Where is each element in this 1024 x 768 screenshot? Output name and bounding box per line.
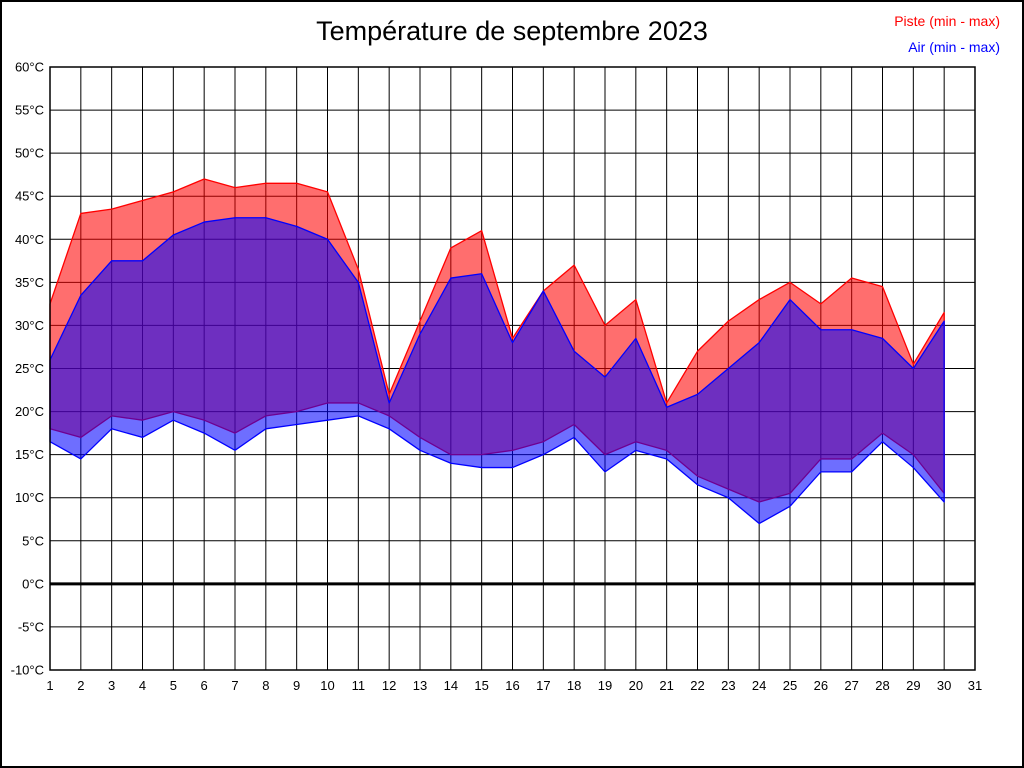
- y-tick-label: -10°C: [11, 663, 44, 678]
- x-tick-label: 29: [906, 678, 920, 693]
- y-tick-label: 60°C: [15, 60, 44, 75]
- x-tick-label: 9: [293, 678, 300, 693]
- y-tick-label: 45°C: [15, 189, 44, 204]
- x-tick-label: 17: [536, 678, 550, 693]
- x-tick-label: 13: [413, 678, 427, 693]
- x-tick-label: 30: [937, 678, 951, 693]
- x-tick-label: 20: [629, 678, 643, 693]
- chart-svg: 60°C55°C50°C45°C40°C35°C30°C25°C20°C15°C…: [0, 0, 1024, 768]
- y-tick-label: 40°C: [15, 232, 44, 247]
- x-tick-label: 22: [690, 678, 704, 693]
- y-tick-label: 55°C: [15, 103, 44, 118]
- y-axis-labels: 60°C 55°C 50°C 45°C 40°C 35°C 30°C 25°C 20°C 15°C…: [11, 60, 44, 678]
- x-tick-label: 7: [231, 678, 238, 693]
- x-tick-label: 8: [262, 678, 269, 693]
- x-tick-label: 5: [170, 678, 177, 693]
- air-band: [50, 218, 944, 524]
- x-tick-label: 3: [108, 678, 115, 693]
- legend: Piste (min - max) Air (min - max): [894, 8, 1000, 60]
- x-tick-label: 15: [474, 678, 488, 693]
- legend-item: Air (min - max): [894, 34, 1000, 60]
- x-tick-label: 11: [352, 678, 366, 693]
- x-tick-label: 14: [444, 678, 458, 693]
- y-tick-label: 10°C: [15, 490, 44, 505]
- y-tick-label: 30°C: [15, 318, 44, 333]
- x-tick-label: 25: [783, 678, 797, 693]
- x-tick-label: 16: [505, 678, 519, 693]
- x-tick-label: 27: [844, 678, 858, 693]
- x-tick-label: 1: [46, 678, 53, 693]
- y-tick-label: 0°C: [22, 576, 44, 591]
- x-tick-label: 12: [382, 678, 396, 693]
- x-tick-label: 2: [77, 678, 84, 693]
- legend-item: Piste (min - max): [894, 8, 1000, 34]
- x-tick-label: 28: [875, 678, 889, 693]
- y-tick-label: -5°C: [18, 619, 44, 634]
- x-tick-label: 6: [201, 678, 208, 693]
- x-tick-label: 21: [659, 678, 673, 693]
- x-tick-label: 31: [968, 678, 982, 693]
- x-tick-label: 19: [598, 678, 612, 693]
- y-tick-label: 5°C: [22, 533, 44, 548]
- x-tick-label: 10: [320, 678, 334, 693]
- y-tick-label: 15°C: [15, 447, 44, 462]
- x-tick-label: 24: [752, 678, 766, 693]
- x-tick-label: 26: [814, 678, 828, 693]
- x-tick-label: 23: [721, 678, 735, 693]
- y-tick-label: 25°C: [15, 361, 44, 376]
- chart-window: Température de septembre 2023 Piste (min…: [0, 0, 1024, 768]
- y-tick-label: 20°C: [15, 404, 44, 419]
- y-tick-label: 50°C: [15, 146, 44, 161]
- x-tick-label: 4: [139, 678, 146, 693]
- y-tick-label: 35°C: [15, 275, 44, 290]
- x-tick-label: 18: [567, 678, 581, 693]
- x-axis-labels: 1234567891011121314151617181920212223242…: [46, 678, 982, 693]
